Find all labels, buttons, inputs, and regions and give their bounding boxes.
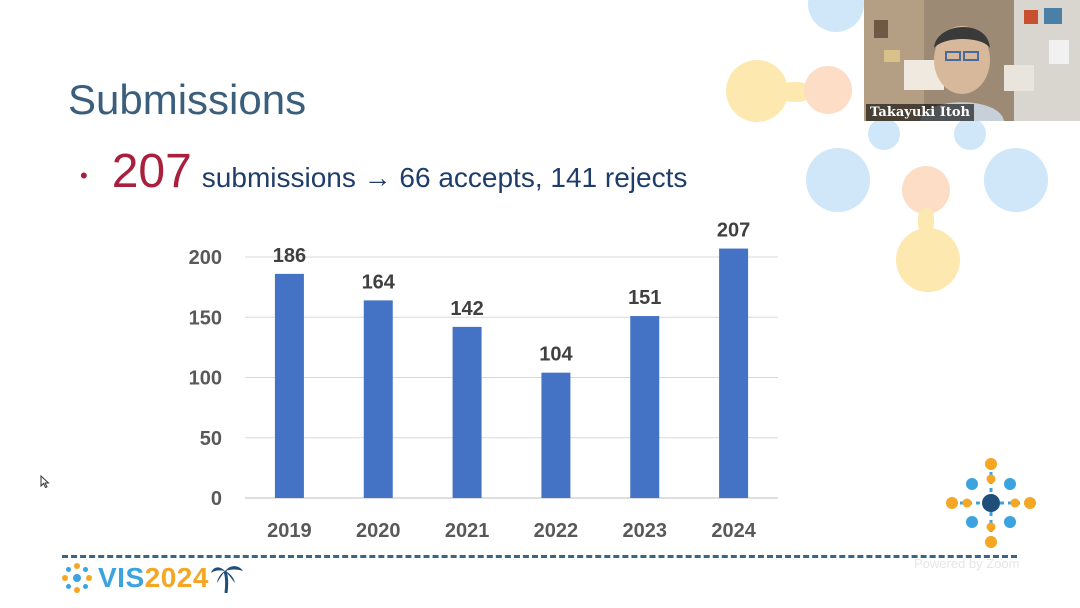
data-label-2024: 207: [717, 220, 750, 242]
x-tick-label: 2021: [445, 520, 490, 542]
x-tick-label: 2019: [267, 520, 312, 542]
bullet-highlight-number: 207: [111, 145, 192, 198]
participant-video-tile[interactable]: Takayuki Itoh: [864, 0, 1080, 121]
y-tick-label: 100: [189, 368, 222, 390]
decorative-circle: [918, 208, 934, 234]
decorative-circle: [896, 228, 960, 292]
chart-bars: [274, 248, 749, 498]
decorative-circle: [726, 60, 788, 122]
data-label-2023: 151: [628, 287, 661, 309]
bullet-dot: •: [80, 163, 88, 188]
bar-2024: [719, 248, 749, 498]
x-tick-label: 2020: [356, 520, 401, 542]
powered-by-zoom-watermark: Powered by Zoom: [914, 556, 1020, 571]
decorative-circle: [954, 118, 986, 150]
decorative-circle: [804, 66, 852, 114]
mouse-cursor-icon: [40, 475, 50, 489]
bullet-text: submissions → 66 accepts, 141 rejects: [201, 162, 688, 193]
y-tick-label: 0: [211, 488, 222, 510]
y-tick-label: 150: [189, 307, 222, 329]
data-label-2019: 186: [273, 245, 306, 267]
vis-sparkle-icon: [62, 563, 92, 593]
footer-divider: [62, 555, 1017, 558]
y-axis-ticks: 0 50 100 150 200: [189, 247, 222, 510]
data-label-2021: 142: [450, 298, 483, 320]
chart-data-labels: 186 164 142 104 151 207: [273, 220, 751, 366]
decorative-circle: [806, 148, 870, 212]
decorative-circle: [902, 166, 950, 214]
bar-2020: [363, 300, 393, 498]
bar-2019: [274, 273, 304, 498]
chart-gridlines: [245, 256, 778, 499]
participant-name-label: Takayuki Itoh: [866, 104, 974, 121]
x-axis-ticks: 2019 2020 2021 2022 2023 2024: [267, 520, 757, 542]
data-label-2022: 104: [539, 344, 573, 366]
x-tick-label: 2022: [534, 520, 579, 542]
decorative-circle: [868, 118, 900, 150]
y-tick-label: 50: [200, 428, 222, 450]
vis2024-logo: VIS2024: [60, 560, 245, 596]
slide-title: Submissions: [68, 76, 307, 123]
y-tick-label: 200: [189, 247, 222, 269]
video-feed: [864, 0, 1080, 121]
bar-2021: [452, 326, 482, 498]
data-label-2020: 164: [362, 271, 396, 293]
decorative-circle: [780, 82, 810, 102]
bullet-point: • 207 submissions → 66 accepts, 141 reje…: [80, 144, 687, 199]
bar-2023: [630, 316, 660, 498]
vis-logo-text: VIS2024: [98, 562, 209, 593]
decorative-circle: [984, 148, 1048, 212]
ieee-vis-sparkle-logo: [946, 458, 1036, 548]
palm-tree-icon: [210, 566, 243, 594]
bar-2022: [541, 372, 571, 498]
x-tick-label: 2024: [711, 520, 756, 542]
x-tick-label: 2023: [623, 520, 668, 542]
